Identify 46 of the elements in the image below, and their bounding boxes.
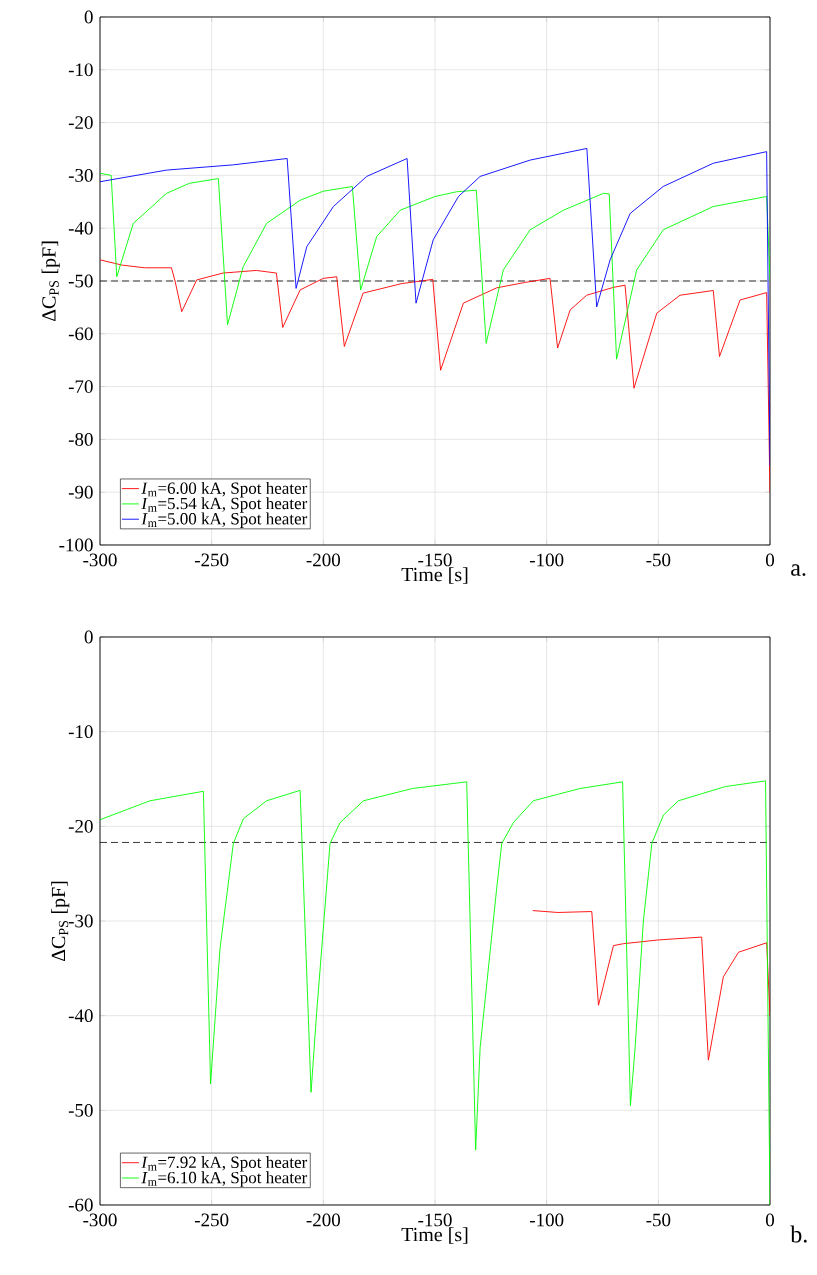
y-tick-label: -20: [68, 819, 93, 833]
x-tick-label: -50: [646, 553, 671, 567]
x-tick-label: -100: [529, 1213, 564, 1227]
y-tick-label: -10: [68, 63, 93, 77]
legend-label: I$_{m}$=5.00 kA, Spot heater: [141, 512, 308, 528]
x-tick-label: -200: [306, 553, 341, 567]
x-tick-label: -300: [83, 553, 117, 567]
x-tick-label: -100: [529, 553, 564, 567]
x-tick-label: 0: [765, 1213, 775, 1227]
x-tick-label: -150: [418, 1213, 452, 1227]
line-series: [532, 910, 770, 1061]
legend-label: I$_{m}$=5.54 kA, Spot heater: [141, 497, 308, 513]
x-tick-label: -200: [306, 1213, 341, 1227]
y-tick-label: -30: [68, 168, 93, 182]
x-tick-label: -250: [194, 553, 229, 567]
y-tick-label: -10: [68, 725, 93, 739]
line-series: [100, 780, 770, 1205]
legend-label: I$_{m}$=6.00 kA, Spot heater: [141, 481, 308, 498]
y-tick-label: -60: [68, 327, 93, 341]
x-axis-title: Time [s]: [401, 1227, 468, 1244]
x-tick-label: -300: [83, 1213, 117, 1227]
legend-label: I$_{m}$=6.10 kA, Spot heater: [141, 1171, 308, 1187]
text: a.: [791, 564, 806, 576]
x-tick-label: -150: [418, 553, 452, 567]
y-tick-label: -60: [68, 1198, 93, 1212]
y-tick-label: -80: [68, 432, 93, 446]
y-tick-label: -100: [59, 538, 93, 552]
line-series: [100, 148, 770, 467]
y-tick-label: -70: [68, 380, 93, 393]
y-axis-title: ΔC$_{PS}$ [pF]: [41, 241, 60, 322]
y-tick-label: -50: [68, 1103, 93, 1117]
y-tick-label: -90: [68, 485, 93, 499]
y-tick-label: -30: [68, 914, 93, 928]
y-tick-label: -50: [68, 274, 93, 288]
y-tick-label: -40: [68, 221, 93, 235]
y-tick-label: 0: [84, 10, 93, 24]
y-tick-label: -20: [68, 116, 93, 129]
legend-label: I$_{m}$=7.92 kA, Spot heater: [141, 1156, 308, 1172]
y-tick-label: 0: [84, 630, 93, 644]
line-series: [100, 172, 770, 360]
text: b.: [790, 1225, 807, 1243]
x-tick-label: -50: [646, 1213, 671, 1227]
x-axis-title: Time [s]: [401, 567, 468, 584]
y-tick-label: -40: [68, 1009, 93, 1023]
x-tick-label: -250: [194, 1213, 229, 1227]
x-tick-label: 0: [765, 553, 775, 567]
